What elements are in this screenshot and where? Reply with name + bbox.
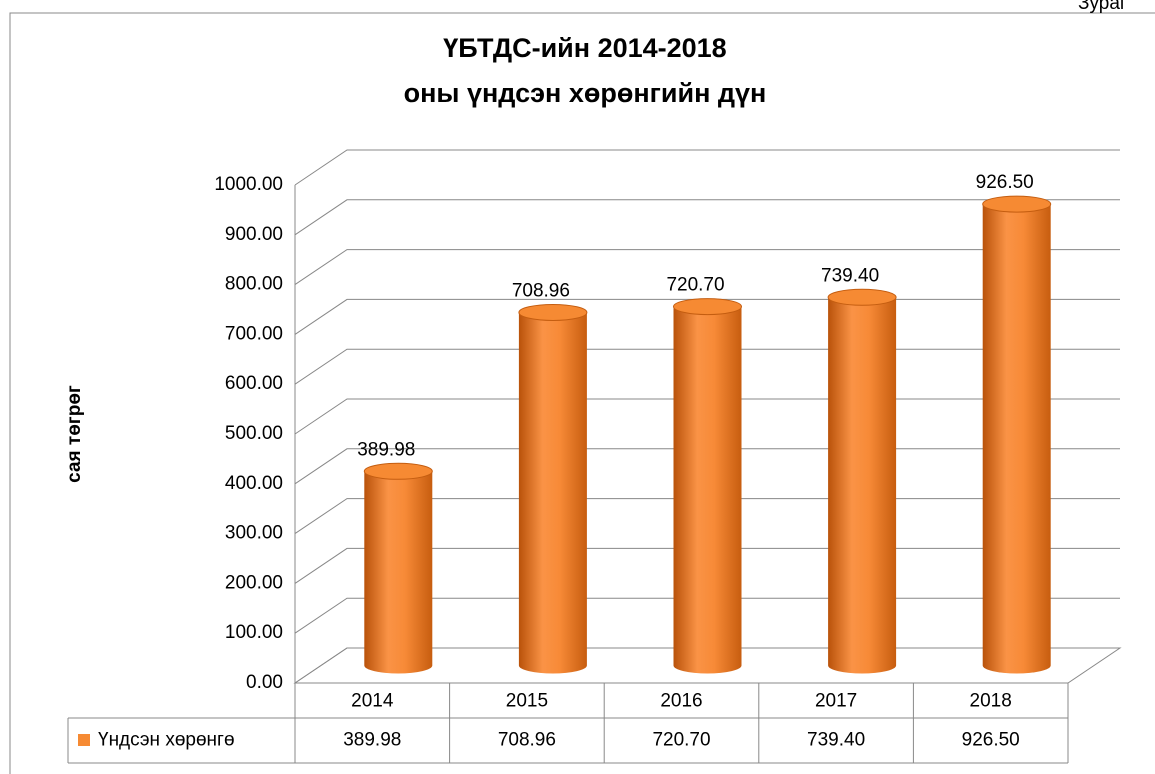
x-tick-label: 2014 [351,691,394,712]
bar [982,195,1052,674]
y-tick-label: 600.00 [225,373,283,394]
bar-part [363,462,433,480]
table-value: 739.40 [807,730,865,751]
y-tick-label: 700.00 [225,323,283,344]
bar-part [518,303,588,321]
bar-part [518,312,587,674]
x-tick-label: 2017 [815,691,857,712]
bar-part [828,297,897,674]
bar [518,303,588,674]
value-label: 926.50 [976,172,1034,193]
y-tick-label: 800.00 [225,274,283,295]
y-tick-label: 1000.00 [214,174,283,195]
bar [673,298,742,674]
value-label: 739.40 [821,265,879,286]
grid-line [294,149,1120,186]
bar-part [364,471,433,674]
x-tick-label: 2018 [970,691,1012,712]
table-value: 720.70 [652,730,710,751]
chart-title: оны үндсэн хөрөнгийн дүн [404,78,767,108]
y-tick-label: 300.00 [225,523,283,544]
bar-part [827,288,897,306]
bar-part [982,204,1051,674]
y-tick-label: 100.00 [225,622,283,643]
x-tick-label: 2016 [660,691,702,712]
y-tick-label: 900.00 [225,224,283,245]
bar [363,462,433,674]
note: Зураг [1078,0,1127,14]
value-label: 389.98 [357,439,415,460]
chart-title: ҮБТДС-ийн 2014-2018 [443,33,726,63]
y-tick-label: 400.00 [225,473,283,494]
y-tick-label: 0.00 [246,672,283,693]
bar-part [982,195,1052,213]
bar-part [673,306,742,674]
value-label: 708.96 [512,280,570,301]
bar-part [673,298,742,316]
grid-line [294,199,1120,236]
table-value: 926.50 [962,730,1020,751]
table-value: 708.96 [498,730,556,751]
y-tick-label: 500.00 [225,423,283,444]
legend-swatch [78,734,90,746]
y-axis-label: сая төгрөг [64,385,85,483]
bar [827,288,897,674]
legend-label: Үндсэн хөрөнгө [98,730,235,751]
grid-line [294,249,1120,286]
value-label: 720.70 [666,275,724,296]
table-value: 389.98 [343,730,401,751]
y-tick-label: 200.00 [225,572,283,593]
x-tick-label: 2015 [506,691,548,712]
